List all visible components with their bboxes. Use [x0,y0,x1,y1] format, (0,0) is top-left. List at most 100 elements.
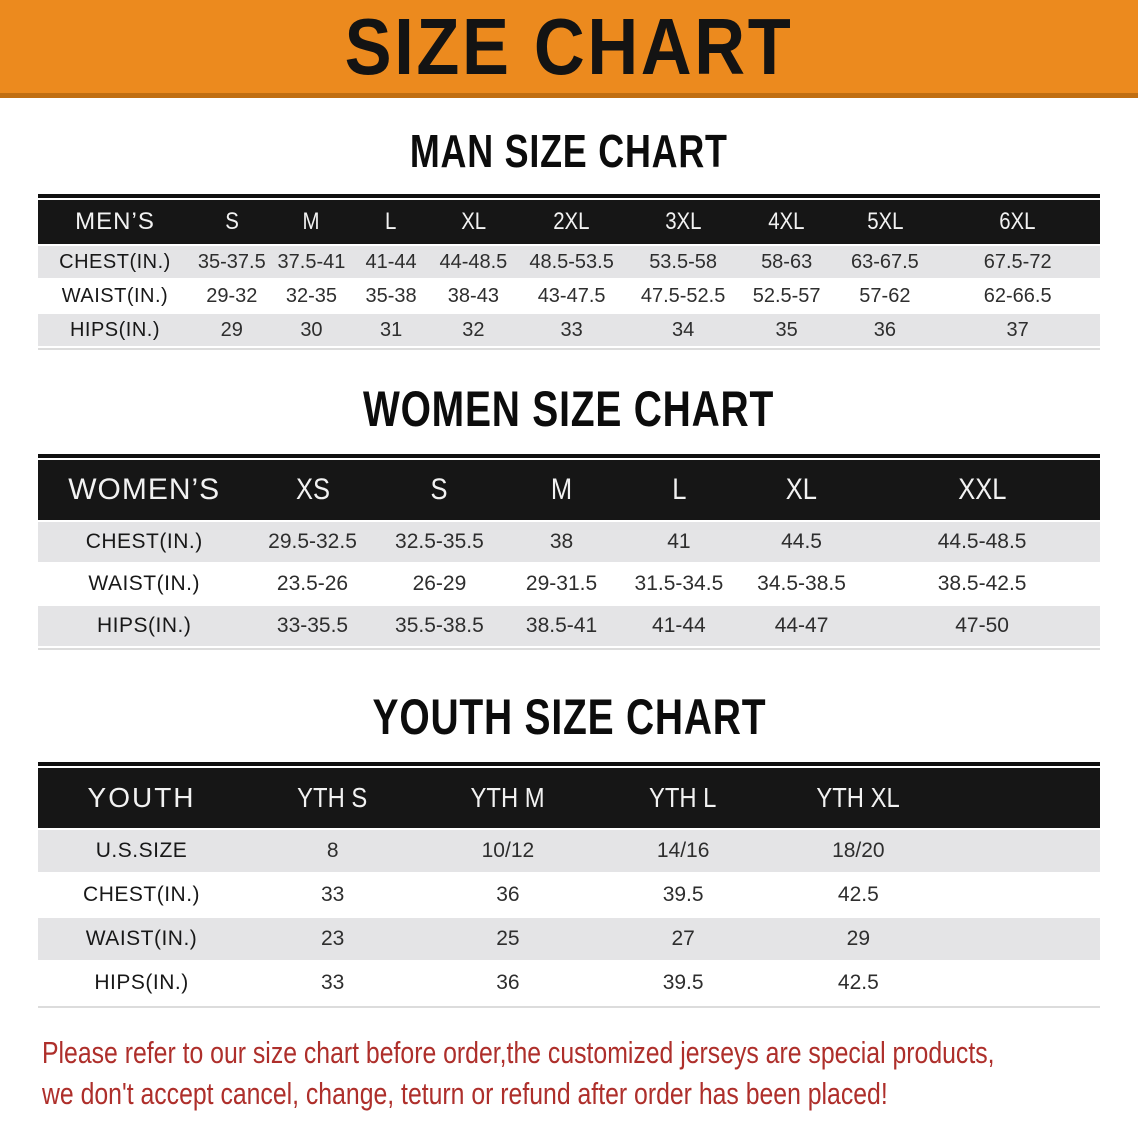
women-row-label: CHEST(IN.) [38,522,251,562]
youth-row-label: HIPS(IN.) [38,962,246,1004]
women-section-heading: WOMEN SIZE CHART [0,380,1138,438]
women-size-table: WOMEN’S XS S M L XL XXL CHEST(IN.) 29.5-32.5 32.5… [38,458,1100,648]
men-section-heading-text: MAN SIZE CHART [410,125,728,177]
women-cell: 29-31.5 [504,564,619,604]
men-cell: 52.5-57 [738,280,835,312]
youth-size-table: YOUTH YTH S YTH M YTH L YTH XL U.S.SIZE 8 10/12… [38,766,1100,1006]
men-cell: 48.5-53.5 [515,246,628,278]
youth-cell: 33 [245,962,421,1004]
men-column-header-text: 2XL [553,208,590,235]
men-row-label: WAIST(IN.) [38,280,192,312]
men-column-header-6: 4XL [738,200,835,244]
youth-column-header-text: YTH L [649,782,717,813]
women-column-header-text: XL [785,473,818,506]
youth-cell: 39.5 [595,962,771,1004]
women-row-label: WAIST(IN.) [38,564,251,604]
men-cell: 30 [271,314,352,346]
youth-column-header-3: YTH XL [770,768,946,828]
youth-data-row-0: U.S.SIZE 8 10/12 14/16 18/20 [38,830,1100,872]
men-cell: 35-38 [351,280,431,312]
youth-row-label: CHEST(IN.) [38,874,246,916]
youth-column-header-2: YTH L [595,768,771,828]
men-cell: 35-37.5 [191,246,272,278]
men-cell: 32-35 [271,280,352,312]
men-column-header-0: S [191,200,272,244]
women-column-header-3: L [618,460,739,520]
men-cell: 34 [627,314,739,346]
youth-cell-filler [945,918,1100,960]
youth-cell: 8 [245,830,421,872]
women-column-header-5: XXL [864,460,1100,520]
women-cell: 32.5-35.5 [374,522,505,562]
section-men: MAN SIZE CHART MEN’S S M L XL 2XL 3XL 4XL 5XL 6XL… [0,124,1138,350]
men-cell: 35 [738,314,835,346]
men-column-header-text: 3XL [664,208,702,235]
women-table-label: WOMEN’S [38,460,251,520]
men-cell: 57-62 [834,280,936,312]
youth-cell: 18/20 [770,830,946,872]
men-cell: 29-32 [191,280,272,312]
youth-column-header-text: YTH M [470,782,545,813]
women-cell: 23.5-26 [250,564,375,604]
section-youth: YOUTH SIZE CHART YOUTH YTH S YTH M YTH L YTH… [0,688,1138,1008]
men-data-row-0: CHEST(IN.) 35-37.5 37.5-41 41-44 44-48.5 48.5… [38,246,1100,278]
youth-cell-filler [945,962,1100,1004]
women-header-row: WOMEN’S XS S M L XL XXL [38,460,1100,520]
men-column-header-text: 5XL [866,208,904,235]
women-row-label: HIPS(IN.) [38,606,251,646]
youth-header-row: YOUTH YTH S YTH M YTH L YTH XL [38,768,1100,828]
youth-cell: 42.5 [770,874,946,916]
youth-cell: 29 [770,918,946,960]
women-column-header-text: XS [295,473,330,506]
men-cell: 63-67.5 [834,246,936,278]
women-column-header-text: M [550,473,573,506]
notice-line-1: Please refer to our size chart before or… [42,1035,995,1070]
women-column-header-text: XXL [957,473,1007,506]
men-cell: 29 [191,314,272,346]
youth-cell: 36 [420,962,596,1004]
section-women: WOMEN SIZE CHART WOMEN’S XS S M L XL XXL CHEST(… [0,380,1138,650]
men-column-header-5: 3XL [627,200,739,244]
youth-cell: 36 [420,874,596,916]
youth-cell: 10/12 [420,830,596,872]
women-data-row-2: HIPS(IN.) 33-35.5 35.5-38.5 38.5-41 41-44 44-… [38,606,1100,646]
men-cell: 36 [834,314,936,346]
men-cell: 67.5-72 [935,246,1100,278]
men-cell: 58-63 [738,246,835,278]
men-cell: 41-44 [351,246,431,278]
men-column-header-4: 2XL [515,200,628,244]
youth-data-row-3: HIPS(IN.) 33 36 39.5 42.5 [38,962,1100,1004]
men-column-header-text: 6XL [999,208,1036,235]
youth-cell: 25 [420,918,596,960]
youth-column-header-text: YTH XL [816,782,901,813]
men-table-label: MEN’S [38,200,192,244]
women-cell: 44-47 [738,606,865,646]
youth-cell-filler [945,830,1100,872]
women-cell: 38.5-42.5 [864,564,1100,604]
men-column-header-text: S [224,208,239,235]
women-cell: 38.5-41 [504,606,619,646]
youth-row-label: U.S.SIZE [38,830,246,872]
banner-title: SIZE CHART [344,1,794,91]
women-column-header-4: XL [738,460,865,520]
youth-row-label: WAIST(IN.) [38,918,246,960]
men-column-header-text: L [385,208,397,235]
women-column-header-text: S [430,473,448,506]
men-column-header-text: M [302,208,320,235]
women-column-header-1: S [374,460,505,520]
youth-cell: 39.5 [595,874,771,916]
youth-data-row-1: CHEST(IN.) 33 36 39.5 42.5 [38,874,1100,916]
banner: SIZE CHART [0,0,1138,98]
women-cell: 35.5-38.5 [374,606,505,646]
men-data-row-1: WAIST(IN.) 29-32 32-35 35-38 38-43 43-47.5 47.… [38,280,1100,312]
youth-cell: 14/16 [595,830,771,872]
women-cell: 44.5 [738,522,865,562]
youth-column-header-0: YTH S [245,768,421,828]
women-cell: 44.5-48.5 [864,522,1100,562]
youth-section-heading: YOUTH SIZE CHART [0,688,1138,746]
men-cell: 43-47.5 [515,280,628,312]
women-cell: 29.5-32.5 [250,522,375,562]
men-cell: 32 [430,314,516,346]
women-cell: 34.5-38.5 [738,564,865,604]
